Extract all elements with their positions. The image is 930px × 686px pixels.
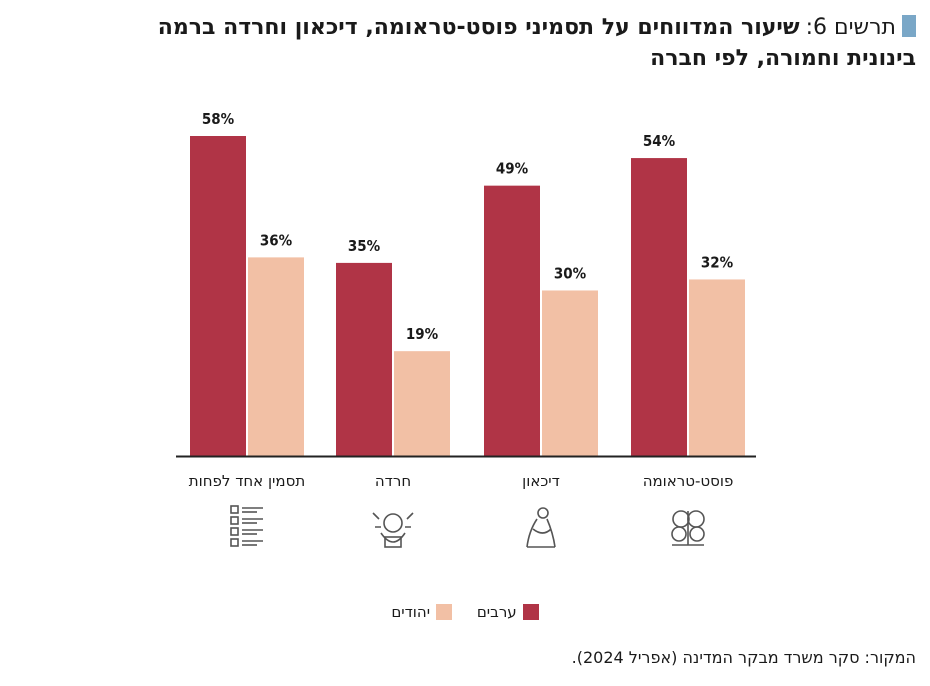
title-text-1: שיעור המדווחים על תסמיני פוסט-טראומה, די… [157,15,800,40]
source-note: המקור: סקר משרד מבקר המדינה (אפריל 2024)… [571,648,916,667]
value-label-arabs-0: 54% [643,132,676,150]
legend-label-jews: יהודים [391,603,431,621]
bar-jews-1 [542,290,598,456]
value-label-jews-1: 30% [554,264,587,282]
title-prefix: תרשים 6: [805,15,896,40]
legend-item-arabs: ערבים [477,603,539,621]
bar-jews-0 [689,279,745,456]
bar-arabs-2 [336,262,392,456]
bar-arabs-3 [190,136,246,456]
bar-jews-3 [248,257,304,456]
bar-jews-2 [394,351,450,456]
bar-arabs-0 [631,158,687,456]
legend-label-arabs: ערבים [476,603,517,621]
value-label-arabs-2: 35% [348,237,381,255]
legend-item-jews: יהודים [391,603,453,621]
category-label-1: דיכאון [522,472,560,490]
category-label-2: חרדה [375,472,411,490]
bar-chart: 54% 32% פוסט-טראומה 49% 30% דיכאון 35% 19% חרדה 5… [176,110,756,548]
checklist-icon-3 [230,505,263,547]
title-line-1: תרשים 6:שיעור המדווחים על תסמיני פוסט-טר… [16,12,916,43]
legend-swatch-jews [436,604,453,620]
category-label-0: פוסט-טראומה [643,472,734,490]
chart-title: תרשים 6:שיעור המדווחים על תסמיני פוסט-טר… [16,12,916,74]
value-label-jews-0: 32% [701,253,734,271]
sad-person-icon-1 [526,507,556,548]
category-label-3: תסמין אחד לפחות [189,472,305,490]
value-label-arabs-3: 58% [202,110,235,128]
title-marker [902,15,916,37]
value-label-jews-3: 36% [260,231,293,249]
bar-arabs-1 [484,185,540,457]
brain-icon-0 [671,510,705,546]
legend-swatch-arabs [522,604,539,620]
anxiety-icon-2 [372,512,414,548]
title-line-2: בינונית וחמורה, לפי חברה [650,46,916,71]
value-label-arabs-1: 49% [496,160,529,178]
value-label-jews-2: 19% [406,325,439,343]
legend: ערבים יהודים [0,603,930,624]
